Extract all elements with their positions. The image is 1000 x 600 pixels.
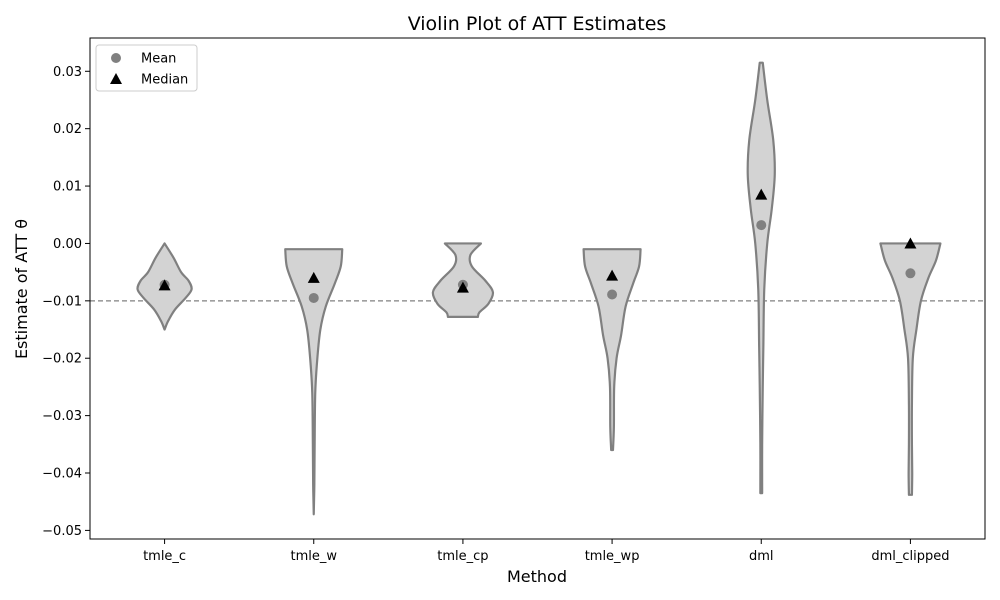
y-tick-label: −0.04	[42, 467, 82, 482]
chart-title: Violin Plot of ATT Estimates	[408, 13, 667, 35]
x-tick-label-dml: dml	[749, 549, 774, 564]
y-tick-label: −0.03	[42, 409, 82, 424]
median-marker-dml	[755, 188, 768, 200]
x-axis: tmle_c tmle_w tmle_cp tmle_wp dml dml_clipped	[143, 539, 949, 564]
y-axis: −0.05 −0.04 −0.03 −0.02 −0.01 0.00 0.01 0.02 0.0…	[42, 65, 90, 539]
mean-marker-dml_clipped	[905, 268, 916, 279]
y-tick-label: 0.01	[53, 180, 82, 195]
plot-frame	[89, 37, 986, 540]
legend-mean-icon	[111, 53, 121, 63]
x-tick-label-tmle_w: tmle_w	[290, 549, 337, 564]
median-marker-tmle_w	[307, 271, 320, 283]
violin-dml_clipped	[879, 242, 942, 496]
y-tick-label: 0.02	[53, 122, 82, 137]
x-axis-label: Method	[507, 567, 567, 586]
x-tick-label-tmle_wp: tmle_wp	[585, 549, 640, 564]
y-axis-label: Estimate of ATT θ	[12, 219, 31, 359]
legend: Mean Median	[95, 44, 198, 92]
x-tick-label-tmle_cp: tmle_cp	[437, 549, 488, 564]
x-tick-label-tmle_c: tmle_c	[143, 549, 186, 564]
x-tick-label-dml_clipped: dml_clipped	[871, 549, 949, 564]
legend-box	[95, 44, 198, 92]
mean-marker-dml	[756, 220, 767, 231]
violin-dml	[746, 61, 776, 495]
legend-label-median: Median	[141, 73, 188, 88]
legend-label-mean: Mean	[141, 52, 176, 67]
y-tick-label: −0.05	[42, 524, 82, 539]
median-marker-tmle_cp	[456, 281, 469, 293]
mean-marker-tmle_wp	[607, 289, 618, 300]
y-tick-label: −0.01	[42, 294, 82, 309]
legend-median-icon	[110, 73, 122, 84]
median-marker-dml_clipped	[904, 237, 917, 249]
violin-tmle_wp	[582, 248, 642, 452]
y-tick-label: −0.02	[42, 352, 82, 367]
y-tick-label: 0.00	[53, 237, 82, 252]
plot-area	[89, 37, 986, 540]
mean-marker-tmle_w	[308, 292, 319, 303]
median-marker-tmle_c	[158, 279, 171, 291]
y-tick-label: 0.03	[53, 65, 82, 80]
median-marker-tmle_wp	[606, 269, 619, 281]
violin-tmle_w	[284, 248, 344, 516]
